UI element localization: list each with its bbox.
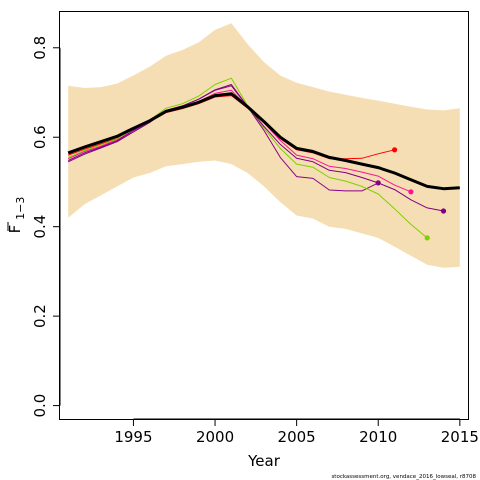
svg-text:F 1−3: F 1−3: [6, 197, 27, 234]
series-line-main: [67, 92, 460, 191]
confidence-band: [68, 23, 460, 268]
y-tick-label: 0.8: [31, 36, 49, 60]
footer-credit: stockassessment.org, vendace_2016_lowsea…: [331, 474, 476, 480]
x-axis: 1995 2000 2005 2010 2015: [114, 418, 479, 446]
x-tick-label: 2015: [441, 428, 479, 446]
x-axis-title: Year: [247, 452, 281, 470]
series-end-marker-4: [424, 235, 430, 241]
y-axis-title-subscript: 1−3: [14, 197, 27, 220]
x-tick-label: 2010: [359, 428, 397, 446]
y-tick-label: 0.4: [31, 215, 49, 239]
series-line-retro-5: [67, 84, 444, 212]
y-axis-title: F 1−3: [6, 197, 27, 234]
series-line-retro-3: [67, 85, 379, 192]
end-marker-layer: [375, 147, 447, 241]
x-tick-label: 1995: [114, 428, 152, 446]
y-tick-label: 0.6: [31, 125, 49, 149]
x-tick-label: 2000: [196, 428, 234, 446]
y-tick-label: 0.2: [31, 304, 49, 328]
x-tick-label: 2005: [278, 428, 316, 446]
series-end-marker-3: [375, 180, 381, 186]
y-axis: 0.0 0.2 0.4 0.6 0.8: [31, 36, 61, 418]
y-axis-title-main: F: [6, 225, 24, 234]
series-end-marker-1: [392, 147, 398, 153]
confidence-band-layer: [68, 23, 460, 268]
y-tick-label: 0.0: [31, 394, 49, 418]
series-end-marker-2: [408, 189, 414, 195]
series-layer: [67, 77, 460, 239]
series-end-marker-5: [440, 208, 447, 214]
